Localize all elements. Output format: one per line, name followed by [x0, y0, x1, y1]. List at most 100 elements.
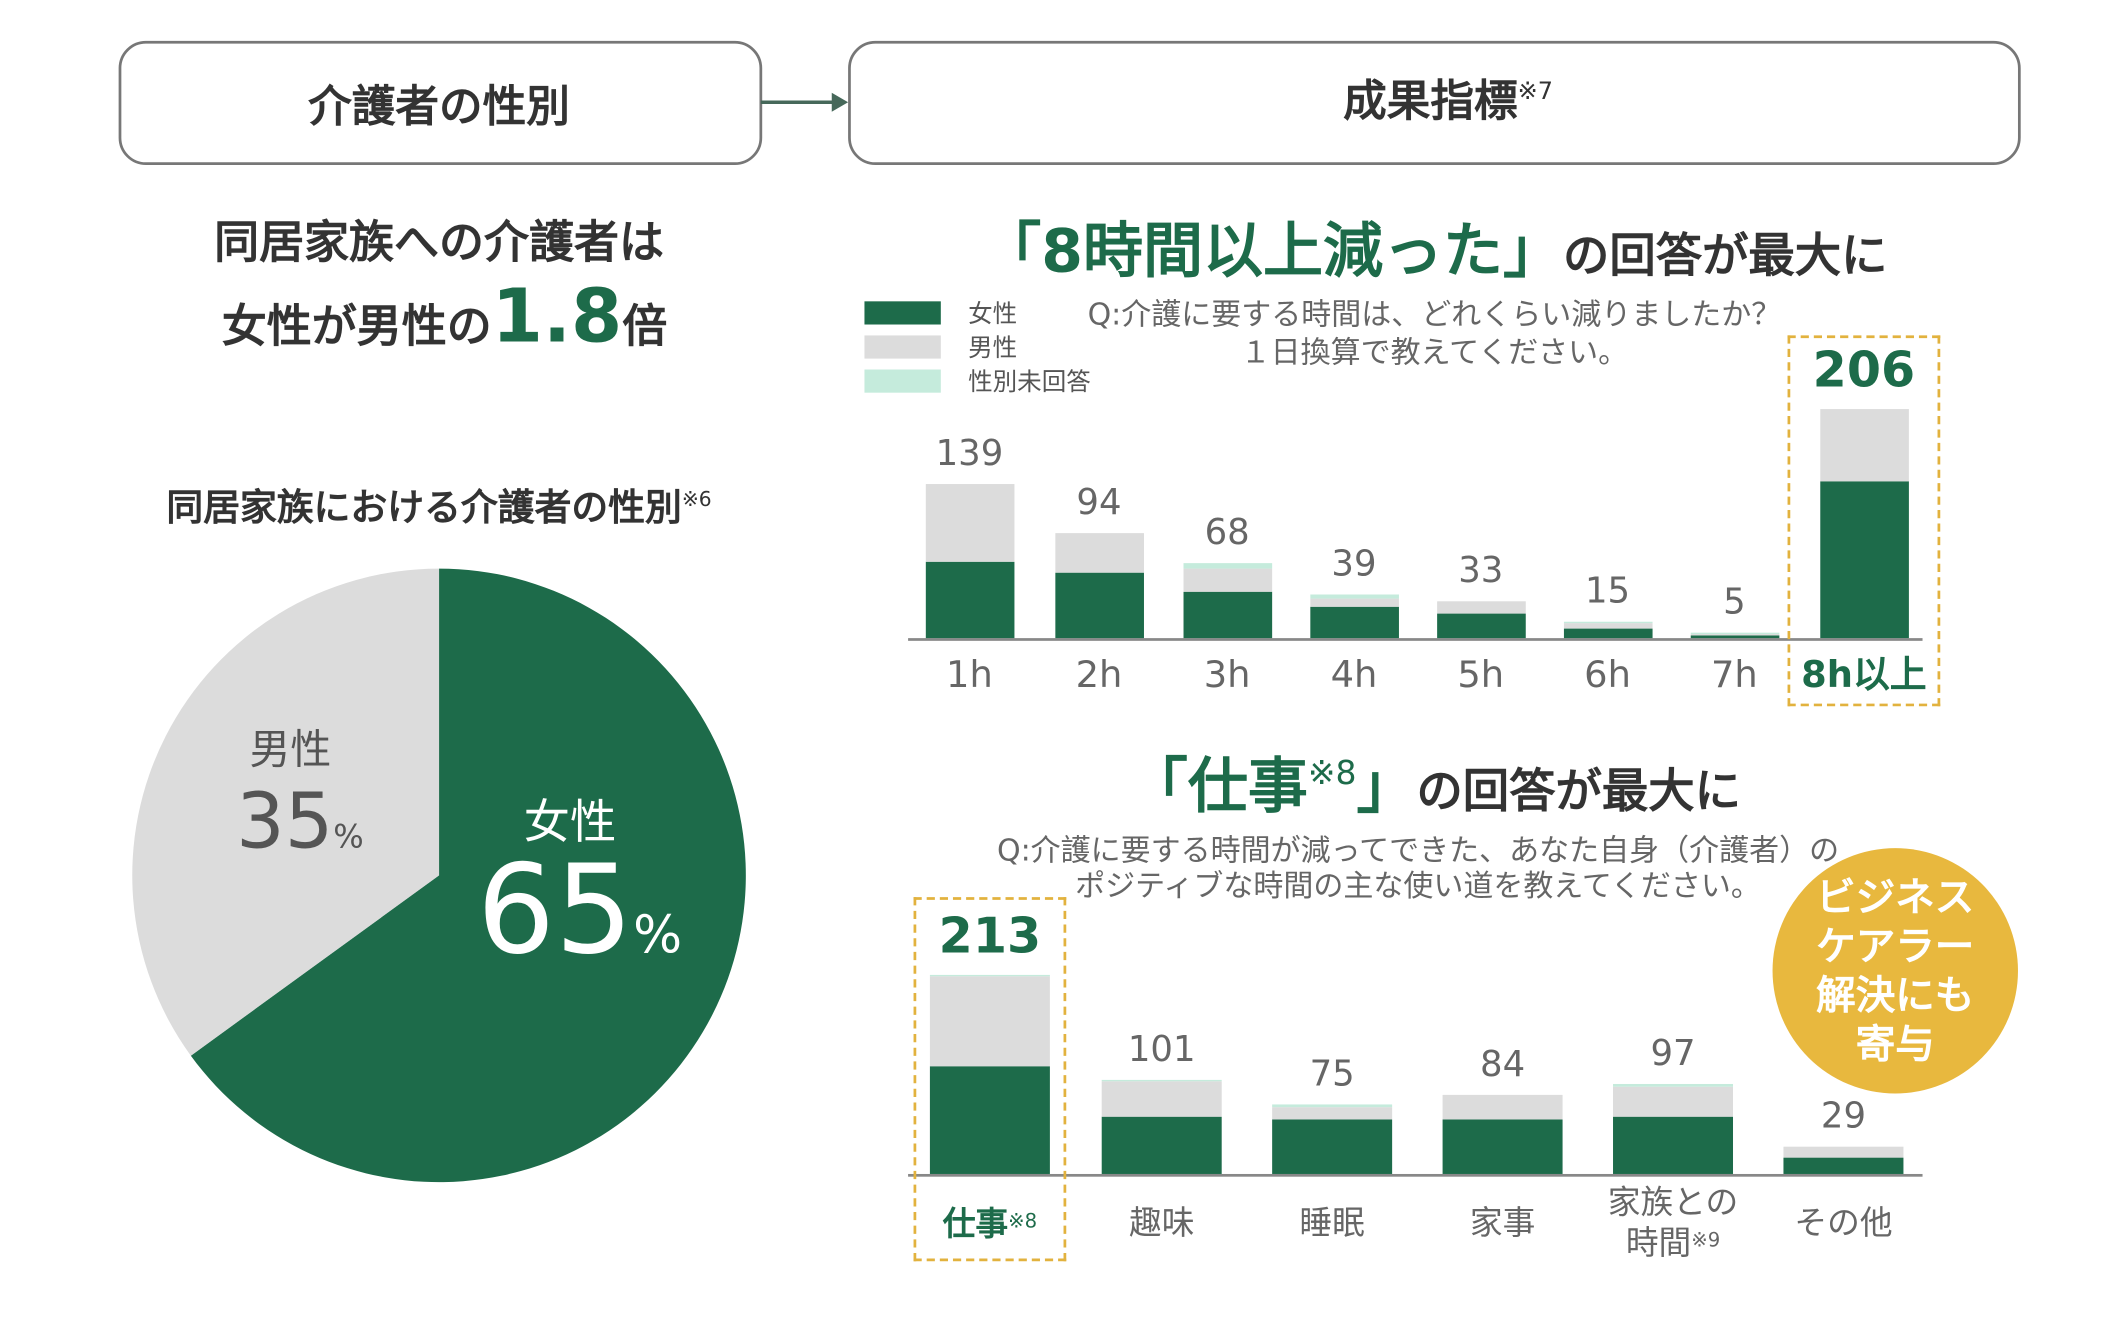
title-highlight: 「仕事※8」 — [1128, 753, 1417, 823]
title-highlight-text: 「8時間以上減った」 — [981, 216, 1563, 287]
legend-swatch — [864, 369, 941, 393]
bar-segment — [1182, 591, 1272, 639]
total-label: 97 — [1650, 1032, 1696, 1074]
bar-segment — [1690, 632, 1779, 634]
bar-segment — [1272, 1119, 1393, 1174]
category-text: 家族との時間 — [1607, 1183, 1739, 1263]
header-right-text: 成果指標 — [1343, 74, 1518, 127]
unit: % — [333, 817, 364, 856]
lead-line: 女性が男性の1.8倍 — [222, 273, 667, 359]
slice-value-number: 35 — [236, 777, 334, 867]
bar-segment — [1613, 1086, 1734, 1117]
title-rest: の回答が最大に — [1416, 764, 1741, 820]
legend-label: 男性 — [968, 334, 1018, 363]
bar-segment — [1819, 409, 1909, 482]
legend-label: 女性 — [968, 299, 1018, 329]
title-highlight-text: 「仕事 — [1127, 752, 1308, 823]
bar-segment — [1054, 572, 1144, 639]
highlight-box — [1787, 335, 1941, 707]
bar-segment — [929, 974, 1050, 977]
slice-name: 女性 — [523, 795, 617, 851]
bar-segment — [1054, 533, 1144, 573]
header-box — [848, 40, 2021, 165]
total-label: 94 — [1076, 483, 1122, 525]
bar-segment — [1101, 1116, 1222, 1174]
bar-segment — [925, 483, 1014, 562]
total-label: 206 — [1812, 342, 1916, 399]
badge-line: ケアラー — [1816, 923, 1975, 970]
note: ※8 — [1307, 754, 1357, 793]
bar-segment — [929, 976, 1050, 1067]
bar-segment — [929, 1066, 1050, 1174]
question: Q:介護に要する時間が減ってできた、あなた自身（介護者）の — [996, 834, 1840, 869]
note: ※9 — [1691, 1230, 1721, 1252]
bar-segment — [1563, 623, 1652, 630]
header-box — [118, 40, 763, 165]
category-label: 5h — [1413, 657, 1549, 695]
bar-segment — [1690, 633, 1779, 635]
axis-line — [908, 1173, 1923, 1177]
unit: % — [633, 904, 683, 965]
header-left: 介護者の性別 — [308, 80, 570, 133]
category-label: 睡眠 — [1264, 1204, 1400, 1242]
legend-swatch — [864, 301, 941, 325]
bar-segment — [1783, 1146, 1904, 1158]
bar-segment — [1309, 599, 1399, 607]
category-text: 6h — [1584, 654, 1631, 697]
category-label: 仕事※8 — [922, 1203, 1058, 1244]
category-label: 7h — [1666, 657, 1802, 695]
bar-segment — [1436, 601, 1526, 614]
note: ※8 — [1008, 1210, 1038, 1233]
category-text: その他 — [1794, 1203, 1893, 1243]
pie-slice — [132, 568, 440, 1056]
bar-segment — [925, 561, 1014, 639]
bar-segment — [1101, 1081, 1222, 1117]
category-label: 6h — [1539, 657, 1675, 695]
lead-text: 女性が男性の — [221, 299, 492, 353]
arrow — [760, 92, 849, 112]
badge-line: 寄与 — [1855, 1021, 1935, 1068]
title-text: 同居家族における介護者の性別 — [166, 487, 682, 530]
chart-title: 同居家族における介護者の性別※6 — [166, 478, 711, 531]
total-label: 75 — [1309, 1053, 1355, 1095]
question: １日換算で教えてください。 — [1240, 336, 1629, 371]
bar-segment — [1783, 1157, 1904, 1174]
category-text: 4h — [1330, 654, 1378, 697]
total-label: 29 — [1820, 1096, 1867, 1138]
axis-line — [908, 638, 1923, 641]
category-label: 1h — [901, 657, 1037, 695]
category-label: 2h — [1031, 657, 1167, 695]
slice-name: 男性 — [249, 726, 332, 775]
total-label: 213 — [938, 908, 1042, 965]
question: ポジティブな時間の主な使い道を教えてください。 — [1075, 869, 1761, 905]
badge: ビジネス ケアラー 解決にも 寄与 — [1772, 848, 2018, 1094]
chart-title: 「8時間以上減った」の回答が最大に — [981, 202, 1887, 289]
slice-value: 65% — [477, 839, 682, 982]
bar-segment — [1690, 634, 1779, 639]
header-right: 成果指標※7 — [1343, 67, 1553, 130]
legend-label: 性別未回答 — [968, 368, 1091, 397]
bar-segment — [1436, 613, 1526, 639]
title-rest: の回答が最大に — [1562, 229, 1888, 284]
total-label: 5 — [1723, 582, 1746, 624]
bar-segment — [1613, 1116, 1734, 1174]
bar-segment — [1309, 594, 1399, 600]
badge-line: ビジネス — [1816, 874, 1975, 921]
lead-text: 倍 — [622, 299, 668, 353]
category-text: 仕事 — [942, 1205, 1009, 1244]
title-highlight: 「8時間以上減った」 — [981, 217, 1563, 287]
category-text: 8h以上 — [1801, 654, 1927, 697]
slice-value: 35% — [236, 778, 364, 867]
badge-line: 解決にも — [1816, 972, 1975, 1019]
bar-segment — [1309, 606, 1399, 639]
bar-segment — [1272, 1103, 1393, 1107]
category-label: 8h以上 — [1796, 657, 1932, 695]
legend-swatch — [864, 335, 941, 359]
bar-segment — [1613, 1083, 1734, 1087]
question: Q:介護に要する時間は、どれくらい減りましたか？ — [1087, 298, 1782, 333]
category-text: 趣味 — [1128, 1203, 1195, 1243]
title-highlight-text: 」 — [1356, 752, 1417, 823]
category-text: 3h — [1203, 654, 1251, 697]
